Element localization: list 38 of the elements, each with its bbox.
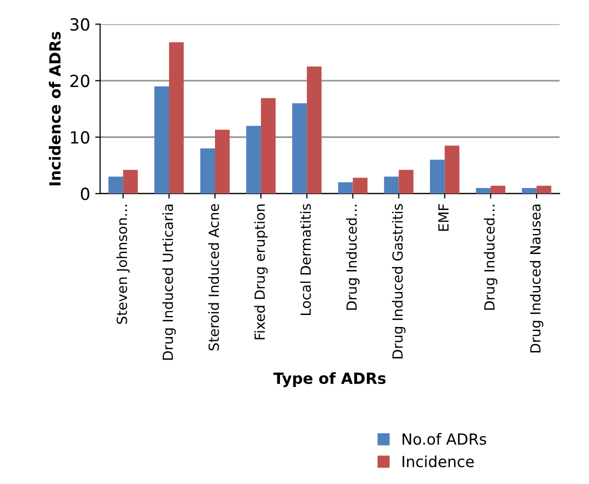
bar — [123, 170, 138, 194]
x-tick-label: Steroid Induced Acne — [208, 204, 220, 350]
bar — [352, 178, 368, 194]
bar — [476, 188, 491, 194]
y-tick-label: 10 — [71, 131, 90, 144]
y-tick-label: 20 — [70, 74, 90, 88]
x-tick-label: Drug Induced Gastritis — [392, 204, 406, 358]
x-tick-label: Drug Induced… — [346, 204, 360, 310]
bar — [306, 66, 322, 194]
x-tick-label: Drug Induced Urticaria — [162, 204, 176, 360]
x-tick-label: Fixed Drug eruption — [254, 204, 268, 340]
y-axis-title: Incidence of ADRs — [48, 32, 61, 186]
bar — [444, 146, 460, 194]
bar — [154, 86, 170, 194]
bar — [246, 126, 261, 194]
y-tick-label: 30 — [70, 18, 90, 31]
bar — [214, 130, 230, 194]
bar — [292, 103, 307, 194]
bar — [108, 176, 124, 194]
legend-label: Incidence — [402, 455, 474, 468]
x-tick-label: Drug Induced Nausea — [530, 204, 544, 352]
bar — [169, 42, 184, 194]
bar — [260, 98, 276, 194]
x-tick-label: EMF — [438, 204, 449, 231]
x-tick-label: Steven Johnson… — [116, 204, 130, 324]
x-axis-title: Type of ADRs — [273, 372, 386, 388]
bar — [522, 188, 537, 194]
bar — [200, 148, 215, 194]
bar — [430, 160, 445, 194]
y-tick-label: 0 — [80, 188, 90, 200]
bar — [398, 170, 414, 194]
bar — [384, 176, 399, 194]
legend-label: No.of ADRs — [402, 433, 486, 445]
x-tick-label: Local Dermatitis — [300, 204, 311, 315]
bar — [536, 186, 552, 194]
x-tick-label: Drug Induced… — [484, 204, 498, 310]
bar — [490, 186, 506, 194]
bar — [338, 182, 353, 194]
